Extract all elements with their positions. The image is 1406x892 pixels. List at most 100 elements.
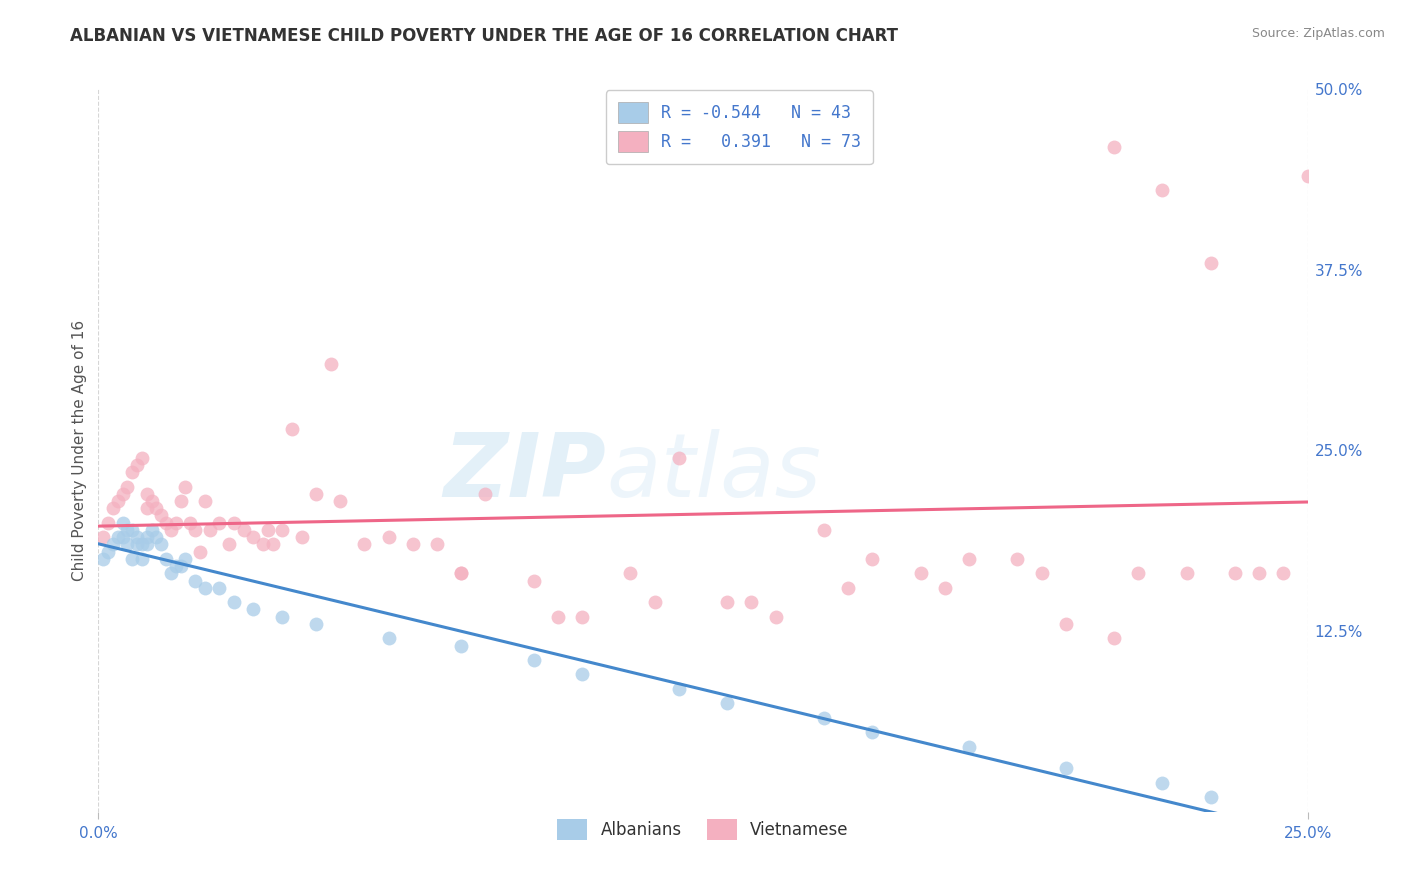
Point <box>222 595 245 609</box>
Point <box>450 566 472 581</box>
Point <box>135 487 157 501</box>
Text: ALBANIAN VS VIETNAMESE CHILD POVERTY UNDER THE AGE OF 16 CORRELATION CHART: ALBANIAN VS VIETNAMESE CHILD POVERTY UND… <box>70 27 898 45</box>
Point <box>131 551 153 566</box>
Point <box>837 581 859 595</box>
Point <box>160 566 183 581</box>
Point <box>860 725 883 739</box>
Point <box>222 516 245 530</box>
Point <box>121 523 143 537</box>
Point <box>165 559 187 574</box>
Point <box>668 681 690 696</box>
Point <box>547 609 569 624</box>
Point <box>111 530 134 544</box>
Point <box>1007 551 1029 566</box>
Point <box>127 458 149 472</box>
Point <box>450 639 472 653</box>
Point <box>135 530 157 544</box>
Point <box>184 523 207 537</box>
Point <box>145 501 167 516</box>
Point <box>813 523 835 537</box>
Point <box>184 574 207 588</box>
Point <box>305 487 328 501</box>
Point <box>450 566 472 581</box>
Point <box>131 537 153 551</box>
Point <box>218 537 240 551</box>
Point <box>281 422 304 436</box>
Point <box>765 609 787 624</box>
Point <box>169 559 191 574</box>
Point <box>174 480 197 494</box>
Point <box>1249 566 1271 581</box>
Point <box>353 537 375 551</box>
Point <box>910 566 932 581</box>
Point <box>165 516 187 530</box>
Legend: Albanians, Vietnamese: Albanians, Vietnamese <box>551 812 855 847</box>
Point <box>198 523 221 537</box>
Point <box>860 551 883 566</box>
Point <box>1152 776 1174 790</box>
Point <box>644 595 666 609</box>
Point <box>262 537 284 551</box>
Point <box>329 494 352 508</box>
Point <box>523 653 546 667</box>
Point <box>1223 566 1246 581</box>
Point <box>377 530 399 544</box>
Point <box>127 530 149 544</box>
Point <box>194 494 217 508</box>
Point <box>101 537 124 551</box>
Point <box>101 501 124 516</box>
Text: atlas: atlas <box>606 429 821 516</box>
Point <box>174 551 197 566</box>
Point <box>194 581 217 595</box>
Point <box>188 544 211 558</box>
Point <box>256 523 278 537</box>
Point <box>208 516 231 530</box>
Point <box>135 501 157 516</box>
Point <box>1175 566 1198 581</box>
Point <box>740 595 762 609</box>
Point <box>111 487 134 501</box>
Point <box>1152 183 1174 197</box>
Point <box>141 494 163 508</box>
Point <box>117 523 139 537</box>
Point <box>155 551 177 566</box>
Point <box>252 537 274 551</box>
Point <box>1054 616 1077 631</box>
Point <box>131 450 153 465</box>
Point <box>305 616 328 631</box>
Point <box>474 487 496 501</box>
Point <box>426 537 449 551</box>
Point <box>232 523 254 537</box>
Point <box>111 516 134 530</box>
Point <box>179 516 201 530</box>
Point <box>117 537 139 551</box>
Y-axis label: Child Poverty Under the Age of 16: Child Poverty Under the Age of 16 <box>72 320 87 581</box>
Point <box>402 537 425 551</box>
Point <box>716 696 738 710</box>
Point <box>1054 761 1077 775</box>
Point <box>150 537 173 551</box>
Point <box>117 480 139 494</box>
Point <box>619 566 641 581</box>
Point <box>121 551 143 566</box>
Point <box>97 544 120 558</box>
Point <box>813 711 835 725</box>
Point <box>1031 566 1053 581</box>
Point <box>668 450 690 465</box>
Point <box>957 739 980 754</box>
Point <box>169 494 191 508</box>
Point <box>242 530 264 544</box>
Point <box>377 632 399 646</box>
Point <box>1128 566 1150 581</box>
Point <box>141 523 163 537</box>
Point <box>91 551 114 566</box>
Point <box>290 530 312 544</box>
Point <box>271 523 294 537</box>
Point <box>242 602 264 616</box>
Point <box>271 609 294 624</box>
Point <box>135 537 157 551</box>
Point <box>1199 790 1222 805</box>
Point <box>319 357 342 371</box>
Point <box>121 465 143 479</box>
Point <box>107 494 129 508</box>
